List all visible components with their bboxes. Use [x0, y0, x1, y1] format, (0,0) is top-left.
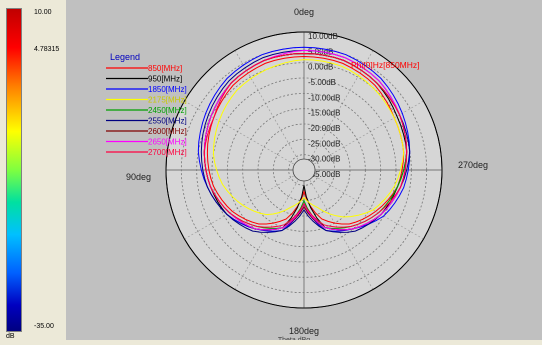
phi-annotation: Phi[0]Hz[850MHz]: [351, 60, 420, 70]
scale-unit-label: dB: [6, 333, 15, 340]
angle-spoke: [303, 100, 424, 171]
legend-label: 1850[MHz]: [148, 85, 187, 94]
series-curve: [203, 52, 408, 228]
legend-label: 2700[MHz]: [148, 148, 187, 157]
center-circle: [292, 158, 316, 182]
legend-label: 2175[MHz]: [148, 96, 187, 105]
legend-label: 2650[MHz]: [148, 138, 187, 147]
left-angle-label: 90deg: [126, 172, 151, 182]
radial-ring: [211, 77, 397, 263]
radial-ring: [226, 92, 382, 248]
angle-spoke: [234, 50, 305, 171]
radial-tick-label: -20.00dB: [308, 124, 340, 133]
angle-spoke: [184, 169, 305, 240]
scale-max-label: 10.00: [34, 9, 52, 16]
radial-ring: [257, 123, 351, 217]
radial-tick-label: 0.00dB: [308, 63, 333, 72]
legend-label: 2550[MHz]: [148, 117, 187, 126]
legend-title: Legend: [110, 52, 140, 62]
radial-tick-label: -10.00dB: [308, 93, 340, 102]
radial-ring: [288, 154, 320, 186]
chart-title: 0deg: [294, 7, 314, 17]
legend-label: 2450[MHz]: [148, 106, 187, 115]
angle-spoke: [303, 50, 374, 171]
radial-tick-label: -5.00dB: [308, 78, 336, 87]
scale-min-label: -35.00: [34, 323, 54, 330]
radial-tick-label: -25.00dB: [308, 139, 340, 148]
bottom-angle-label: 180deg: [289, 326, 319, 336]
scale-marker-label: 4.78315: [34, 46, 60, 53]
series-curve: [212, 59, 405, 218]
radial-tick-label: -35.00dB: [308, 170, 340, 179]
radial-ring: [165, 31, 443, 309]
radial-ring: [196, 62, 412, 278]
color-scale-bar: [6, 8, 22, 332]
radial-tick-label: -30.00dB: [308, 155, 340, 164]
radial-tick-label: -15.00dB: [308, 109, 340, 118]
angle-spoke: [184, 100, 305, 171]
legend-label: 850[MHz]: [148, 64, 182, 73]
polar-plot-panel: 10.00dB 5.00dB 0.00dB -5.00dB -10.00dB -15.00…: [66, 0, 542, 344]
legend-label: 2600[MHz]: [148, 127, 187, 136]
right-angle-label: 270deg: [458, 160, 488, 170]
radial-ring: [242, 108, 366, 232]
legend-label: 950[MHz]: [148, 75, 182, 84]
polar-chart: 10.00dB5.00dB0.00dB-5.00dB-10.00dB-15.00…: [106, 7, 488, 344]
color-scale-panel: 10.00 4.78315 -35.00 dB: [0, 0, 66, 340]
angle-spoke: [303, 169, 424, 240]
radial-tick-label: 10.00dB: [308, 32, 338, 41]
